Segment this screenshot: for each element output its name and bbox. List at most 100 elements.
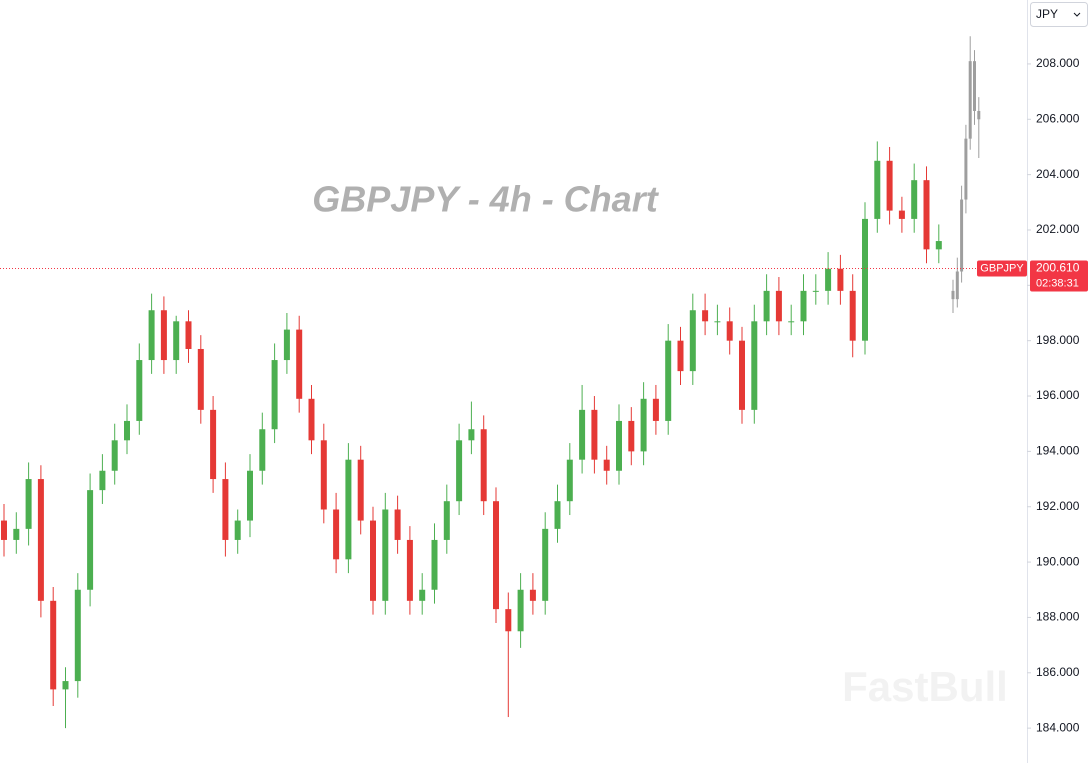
candle-body: [160, 310, 167, 361]
candle-body: [493, 501, 499, 610]
y-tick-label: 206.000: [1036, 111, 1080, 125]
candle-body: [517, 589, 524, 632]
candle-body: [874, 160, 881, 219]
candle-body: [579, 409, 586, 460]
candle-body: [886, 160, 893, 211]
candle-body: [456, 440, 463, 502]
candle-body: [849, 290, 856, 341]
y-tick-label: 190.000: [1036, 554, 1080, 568]
candle-body: [603, 459, 610, 471]
candle-body: [296, 329, 303, 399]
candle-body: [640, 398, 647, 452]
y-tick-label: 192.000: [1036, 499, 1080, 513]
candle-body: [788, 321, 795, 323]
candle-body: [87, 490, 94, 590]
candle-body: [99, 470, 106, 491]
candle-body: [968, 61, 972, 139]
candle-body: [955, 271, 959, 300]
candle-body: [148, 310, 155, 361]
candle-body: [529, 589, 536, 601]
candle-body: [443, 501, 450, 540]
candle-body: [271, 360, 278, 430]
candle-body: [357, 459, 364, 521]
candle-body: [136, 360, 143, 421]
candle-body: [394, 509, 401, 540]
candle-body: [25, 479, 32, 529]
candle-body: [37, 479, 44, 601]
candle-body: [62, 681, 69, 690]
candle-body: [173, 321, 180, 361]
candle-body: [665, 340, 672, 421]
y-tick-label: 184.000: [1036, 720, 1080, 734]
y-tick-label: 198.000: [1036, 333, 1080, 347]
candle-body: [714, 321, 721, 323]
candle-body: [739, 340, 745, 410]
y-tick-label: 202.000: [1036, 222, 1080, 236]
y-tick-label: 194.000: [1036, 444, 1080, 458]
currency-label: JPY: [1036, 7, 1058, 21]
candle-body: [419, 589, 426, 601]
y-tick-label: 186.000: [1036, 665, 1080, 679]
candle-body: [935, 241, 942, 250]
y-tick-label: 188.000: [1036, 610, 1080, 624]
candle-body: [964, 138, 968, 200]
candle-body: [1, 520, 7, 540]
candle-body: [542, 528, 549, 601]
candle-body: [923, 180, 930, 250]
candle-body: [234, 520, 241, 540]
y-tick-label: 208.000: [1036, 56, 1080, 70]
candle-body: [210, 409, 217, 480]
y-tick-label: 204.000: [1036, 167, 1080, 181]
y-tick-label: 196.000: [1036, 388, 1080, 402]
candle-body: [554, 501, 561, 529]
dropdown-arrow: [1073, 12, 1081, 17]
candle-body: [591, 409, 598, 460]
candle-body: [862, 218, 868, 341]
currency-selector[interactable]: [1030, 2, 1088, 27]
candle-body: [382, 509, 389, 601]
candle-body: [283, 329, 290, 361]
candle-body: [345, 459, 352, 560]
candle-body: [197, 348, 204, 410]
candle-body: [185, 321, 192, 349]
candle-body: [628, 420, 635, 452]
candle-body: [308, 398, 315, 441]
countdown-label: 02:38:31: [1036, 277, 1079, 289]
candle-body: [977, 110, 981, 120]
candle-body: [726, 321, 733, 341]
candle-body: [616, 420, 622, 471]
candle-body: [702, 310, 709, 322]
candle-body: [652, 398, 659, 421]
symbol-label: GBPJPY: [980, 262, 1024, 274]
candle-body: [825, 268, 832, 291]
candle-body: [800, 290, 807, 322]
candle-body: [480, 429, 487, 502]
candle-body: [566, 459, 573, 502]
candle-body: [505, 609, 512, 632]
candle-body: [763, 290, 770, 322]
candle-body: [431, 539, 438, 590]
candle-body: [124, 420, 130, 441]
candle-body: [973, 61, 976, 111]
candle-body: [951, 290, 955, 300]
chart-title: GBPJPY - 4h - Chart: [312, 179, 659, 220]
symbol-tag: [977, 260, 1027, 277]
candle-body: [406, 539, 413, 601]
candle-body: [677, 340, 684, 372]
price-label: 200.610: [1036, 261, 1080, 275]
candle-body: [751, 321, 758, 410]
candle-body: [775, 290, 782, 322]
candle-body: [689, 310, 696, 372]
candle-body: [911, 180, 918, 219]
candle-body: [960, 199, 964, 272]
candle-body: [370, 520, 376, 601]
candle-body: [320, 440, 327, 510]
candle-body: [259, 429, 266, 471]
candle-body: [812, 290, 819, 292]
candle-body: [837, 268, 844, 291]
candle-body: [222, 479, 229, 540]
candle-body: [468, 429, 475, 441]
candle-body: [111, 440, 118, 471]
